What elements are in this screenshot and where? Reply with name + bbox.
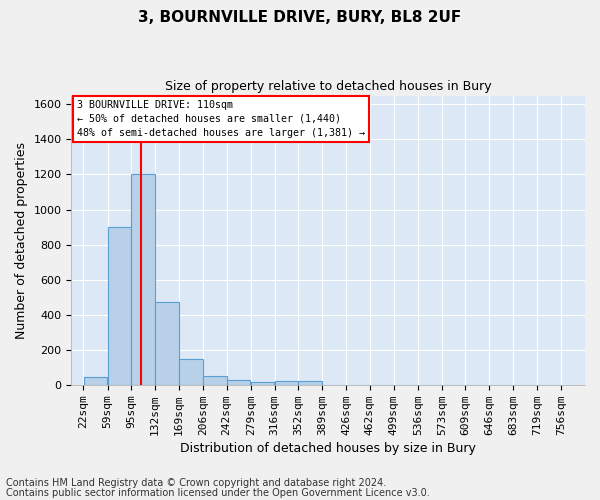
Bar: [108, 227, 131, 385]
Bar: [179, 358, 203, 385]
Bar: [203, 376, 227, 385]
Bar: [155, 302, 179, 385]
Text: Contains public sector information licensed under the Open Government Licence v3: Contains public sector information licen…: [6, 488, 430, 498]
Bar: [251, 382, 274, 385]
Bar: [131, 174, 155, 385]
Bar: [227, 380, 250, 385]
Text: 3, BOURNVILLE DRIVE, BURY, BL8 2UF: 3, BOURNVILLE DRIVE, BURY, BL8 2UF: [139, 10, 461, 25]
Y-axis label: Number of detached properties: Number of detached properties: [15, 142, 28, 338]
Bar: [275, 382, 298, 385]
Text: 3 BOURNVILLE DRIVE: 110sqm
← 50% of detached houses are smaller (1,440)
48% of s: 3 BOURNVILLE DRIVE: 110sqm ← 50% of deta…: [77, 100, 365, 138]
X-axis label: Distribution of detached houses by size in Bury: Distribution of detached houses by size …: [180, 442, 476, 455]
Title: Size of property relative to detached houses in Bury: Size of property relative to detached ho…: [165, 80, 491, 93]
Text: Contains HM Land Registry data © Crown copyright and database right 2024.: Contains HM Land Registry data © Crown c…: [6, 478, 386, 488]
Bar: [84, 377, 107, 385]
Bar: [298, 382, 322, 385]
